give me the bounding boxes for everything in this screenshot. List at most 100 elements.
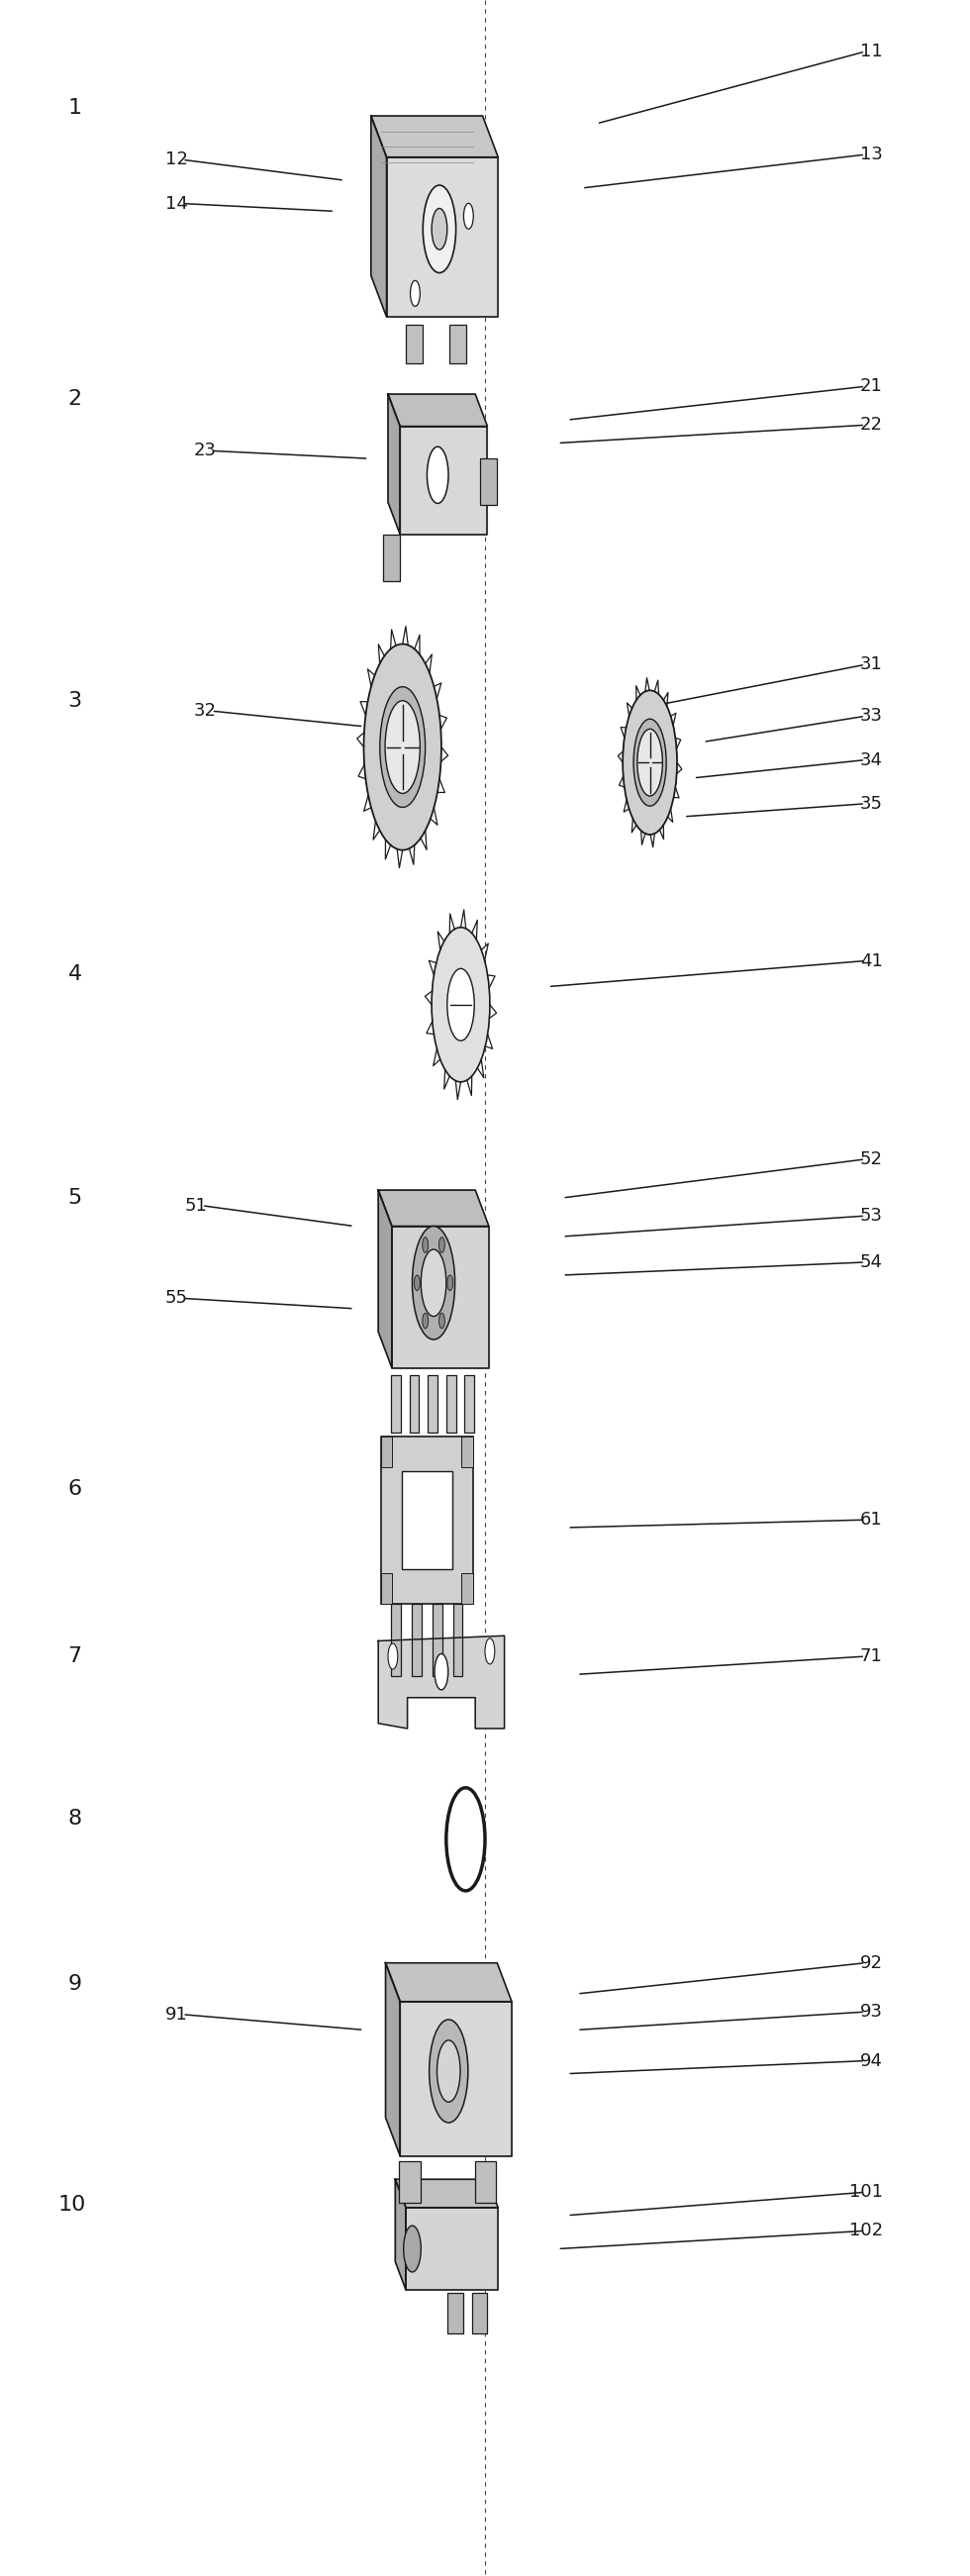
Polygon shape bbox=[378, 1190, 392, 1368]
Circle shape bbox=[438, 1236, 444, 1252]
Text: 71: 71 bbox=[860, 1649, 883, 1664]
Circle shape bbox=[404, 2226, 421, 2272]
Bar bbox=[465, 1376, 474, 1432]
Text: 2: 2 bbox=[68, 389, 81, 410]
Text: 34: 34 bbox=[860, 752, 883, 768]
Bar bbox=[405, 325, 423, 363]
Bar bbox=[462, 1571, 473, 1602]
Polygon shape bbox=[388, 394, 487, 425]
Bar bbox=[380, 1437, 473, 1602]
Bar bbox=[380, 1571, 392, 1602]
Bar bbox=[391, 1376, 401, 1432]
Circle shape bbox=[435, 1654, 448, 1690]
Text: 10: 10 bbox=[58, 2195, 86, 2215]
Polygon shape bbox=[406, 2208, 499, 2290]
Bar bbox=[479, 459, 497, 505]
Bar bbox=[446, 1376, 456, 1432]
Circle shape bbox=[410, 281, 420, 307]
Bar bbox=[428, 1376, 437, 1432]
Circle shape bbox=[388, 1643, 398, 1669]
Bar bbox=[448, 2293, 464, 2334]
Circle shape bbox=[423, 185, 456, 273]
Bar bbox=[472, 2293, 488, 2334]
Text: 94: 94 bbox=[860, 2053, 883, 2069]
Bar bbox=[453, 1602, 463, 1677]
Text: 12: 12 bbox=[165, 152, 187, 167]
Text: 33: 33 bbox=[860, 708, 883, 724]
Text: 3: 3 bbox=[68, 690, 81, 711]
Polygon shape bbox=[392, 1226, 489, 1368]
Polygon shape bbox=[396, 2179, 406, 2290]
Text: 8: 8 bbox=[68, 1808, 81, 1829]
Bar bbox=[433, 1602, 442, 1677]
Text: 7: 7 bbox=[68, 1646, 81, 1667]
Circle shape bbox=[447, 1275, 453, 1291]
Polygon shape bbox=[371, 116, 499, 157]
Bar bbox=[409, 1376, 419, 1432]
Circle shape bbox=[432, 209, 447, 250]
Circle shape bbox=[414, 1275, 420, 1291]
Circle shape bbox=[637, 729, 663, 796]
Circle shape bbox=[464, 204, 473, 229]
Bar bbox=[380, 1437, 392, 1466]
Text: 92: 92 bbox=[860, 1955, 883, 1971]
Circle shape bbox=[447, 969, 474, 1041]
Text: 55: 55 bbox=[165, 1291, 187, 1306]
Polygon shape bbox=[386, 1963, 512, 2002]
Bar bbox=[462, 1437, 473, 1466]
Bar bbox=[475, 2161, 497, 2202]
Text: 41: 41 bbox=[860, 953, 883, 969]
Bar bbox=[411, 1602, 421, 1677]
Circle shape bbox=[427, 446, 448, 502]
Circle shape bbox=[429, 2020, 469, 2123]
Text: 101: 101 bbox=[849, 2184, 883, 2200]
Text: 54: 54 bbox=[860, 1255, 883, 1270]
Circle shape bbox=[623, 690, 677, 835]
Text: 13: 13 bbox=[860, 147, 883, 162]
Polygon shape bbox=[371, 116, 386, 317]
Bar bbox=[391, 1602, 401, 1677]
Text: 31: 31 bbox=[860, 657, 883, 672]
Circle shape bbox=[423, 1314, 429, 1329]
Text: 11: 11 bbox=[860, 44, 883, 59]
Circle shape bbox=[432, 927, 490, 1082]
Bar bbox=[449, 325, 467, 363]
Polygon shape bbox=[401, 2002, 512, 2156]
Text: 53: 53 bbox=[860, 1208, 883, 1224]
Text: 35: 35 bbox=[860, 796, 883, 811]
Circle shape bbox=[633, 719, 666, 806]
Text: 9: 9 bbox=[68, 1973, 81, 1994]
Text: 4: 4 bbox=[68, 963, 81, 984]
Text: 102: 102 bbox=[849, 2223, 883, 2239]
Text: 21: 21 bbox=[860, 379, 883, 394]
Text: 52: 52 bbox=[860, 1151, 883, 1167]
Text: 5: 5 bbox=[68, 1188, 82, 1208]
Circle shape bbox=[446, 1788, 485, 1891]
Polygon shape bbox=[388, 394, 401, 536]
Text: 32: 32 bbox=[194, 703, 216, 719]
Polygon shape bbox=[396, 2179, 499, 2208]
Circle shape bbox=[421, 1249, 446, 1316]
Circle shape bbox=[385, 701, 420, 793]
Polygon shape bbox=[401, 425, 487, 536]
Polygon shape bbox=[386, 157, 499, 317]
Circle shape bbox=[436, 2040, 460, 2102]
Bar bbox=[400, 2161, 421, 2202]
Text: 51: 51 bbox=[184, 1198, 207, 1213]
Circle shape bbox=[380, 688, 425, 806]
Text: 93: 93 bbox=[860, 2004, 883, 2020]
Text: 1: 1 bbox=[68, 98, 81, 118]
Bar bbox=[382, 536, 401, 582]
Polygon shape bbox=[378, 1190, 489, 1226]
Circle shape bbox=[423, 1236, 429, 1252]
Text: 61: 61 bbox=[860, 1512, 883, 1528]
Polygon shape bbox=[378, 1636, 504, 1728]
Text: 91: 91 bbox=[165, 2007, 187, 2022]
Text: 22: 22 bbox=[860, 417, 883, 433]
Text: 23: 23 bbox=[194, 443, 216, 459]
Text: 14: 14 bbox=[165, 196, 187, 211]
Circle shape bbox=[438, 1314, 444, 1329]
Polygon shape bbox=[386, 1963, 401, 2156]
Circle shape bbox=[412, 1226, 455, 1340]
Text: 6: 6 bbox=[68, 1479, 81, 1499]
